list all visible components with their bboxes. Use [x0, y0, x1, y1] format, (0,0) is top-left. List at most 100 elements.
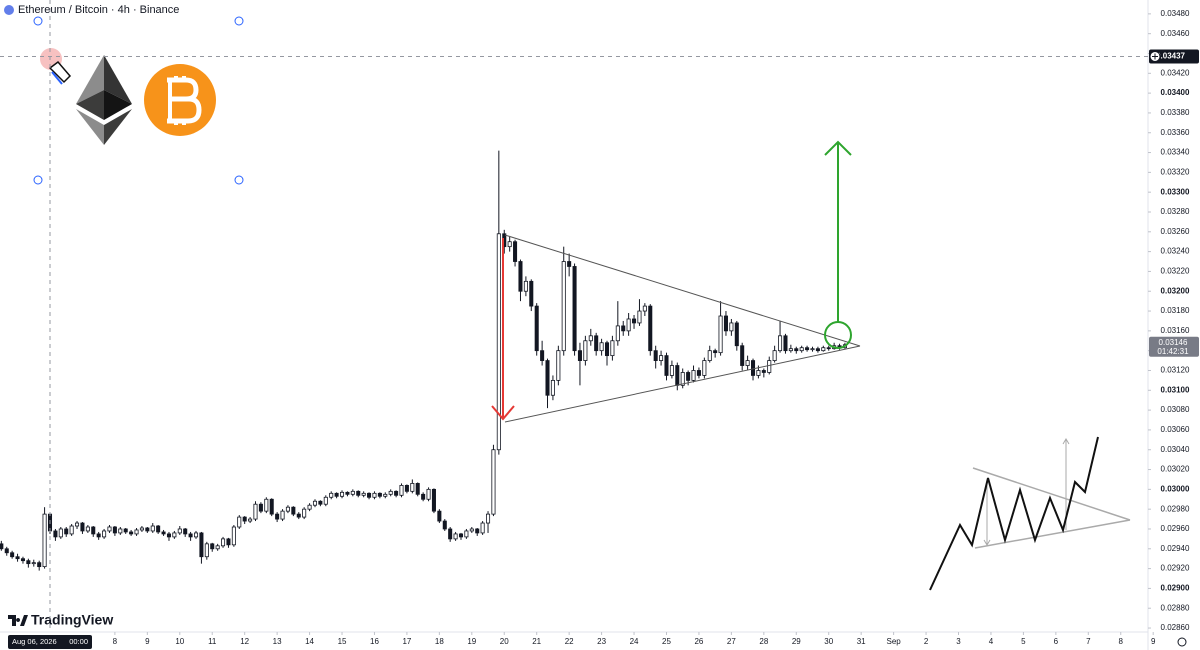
y-tick-label: 0.03480	[1161, 9, 1190, 18]
x-tick-label: 22	[565, 637, 574, 646]
candle-body	[734, 322, 739, 347]
candle-body	[513, 241, 518, 262]
candle-body	[751, 360, 756, 376]
candle-body	[421, 493, 426, 500]
brand-name: TradingView	[31, 612, 113, 628]
y-tick-label: 0.03220	[1161, 267, 1190, 276]
candle-body	[161, 531, 166, 535]
candle-body	[572, 266, 577, 352]
plot-area	[0, 150, 847, 571]
candle-body	[453, 533, 458, 540]
candle-body	[729, 322, 734, 332]
candle-body	[64, 528, 69, 535]
candle-body	[448, 528, 453, 540]
candle-body	[761, 370, 766, 373]
x-tick-label: 23	[597, 637, 606, 646]
x-tick-label: 16	[370, 637, 379, 646]
x-tick-label: 31	[857, 637, 866, 646]
y-tick-label: 0.03380	[1161, 108, 1190, 117]
triangle-lower	[504, 345, 861, 423]
selection-handles	[33, 16, 244, 185]
y-tick-label: 0.03060	[1161, 425, 1190, 434]
candle-body	[783, 335, 788, 352]
candle-body	[778, 335, 783, 352]
crosshair-date-box	[8, 635, 93, 649]
candle-body	[691, 370, 696, 381]
x-tick-label: 6	[1054, 637, 1059, 646]
candle-body	[264, 498, 269, 512]
candle-body	[794, 348, 799, 352]
candle-body	[496, 233, 501, 451]
candle-body	[356, 490, 361, 496]
x-tick-label: 7	[1086, 637, 1091, 646]
candle-body	[610, 340, 615, 357]
candle-body	[464, 530, 469, 538]
symbol-icon	[4, 5, 14, 15]
candle-body	[329, 492, 334, 498]
candle-body	[26, 560, 31, 565]
crosshair-price-label: 0.03437	[1156, 52, 1185, 61]
brand-logo	[8, 615, 28, 626]
crosshair-time-label: 00:00	[69, 637, 88, 646]
eth-logo	[76, 55, 132, 145]
candle-body	[248, 518, 253, 522]
candle-body	[599, 342, 604, 352]
candle-body	[577, 350, 582, 361]
candle-body	[269, 498, 274, 515]
candle-body	[550, 379, 555, 396]
candle-body	[426, 488, 431, 500]
candle-body	[80, 522, 85, 532]
candle-body	[156, 525, 161, 533]
candle-body	[339, 491, 345, 497]
candle-body	[648, 305, 653, 352]
candle-body	[377, 492, 382, 497]
candle-body	[767, 360, 772, 373]
candle-body	[96, 533, 101, 538]
candle-body	[129, 531, 134, 535]
chart-title: Ethereum / Bitcoin · 4h · Binance	[18, 4, 179, 16]
y-tick-label: 0.03260	[1161, 227, 1190, 236]
y-tick-label: 0.03420	[1161, 68, 1190, 77]
x-tick-label: 13	[273, 637, 282, 646]
triangle-upper	[504, 234, 861, 347]
candle-body	[345, 491, 350, 495]
y-tick-label: 0.03180	[1161, 306, 1190, 315]
drawings	[33, 16, 1131, 591]
y-tick-label: 0.03040	[1161, 445, 1190, 454]
x-tick-label: 11	[208, 637, 217, 646]
x-tick-label: 2	[924, 637, 929, 646]
candle-body	[561, 261, 566, 352]
candle-body	[193, 532, 199, 538]
candle-body	[826, 347, 831, 350]
y-tick-label: 0.03100	[1161, 385, 1190, 394]
candle-body	[604, 342, 610, 357]
candle-body	[756, 370, 761, 376]
btc-logo	[144, 64, 216, 136]
candle-body	[642, 305, 647, 312]
y-tick-label: 0.02980	[1161, 504, 1190, 513]
y-tick-label: 0.03000	[1161, 484, 1190, 493]
x-tick-label: 12	[240, 637, 249, 646]
last-price-box	[1149, 336, 1199, 357]
overlay: Ethereum / Bitcoin · 4h · Binance Tradin…	[4, 4, 179, 628]
x-tick-label: 24	[630, 637, 639, 646]
candle-body	[659, 355, 664, 361]
x-tick-label: 8	[113, 637, 118, 646]
y-tick-label: 0.03240	[1161, 247, 1190, 256]
candle-body	[821, 347, 826, 352]
settings-button[interactable]	[1177, 637, 1187, 647]
candle-body	[102, 530, 107, 538]
candle-body	[475, 528, 480, 534]
candle-body	[686, 372, 691, 381]
y-tick-label: 0.03360	[1161, 128, 1190, 137]
candle-body	[258, 503, 263, 512]
candle-body	[518, 261, 523, 292]
candle-body	[4, 548, 9, 554]
candle-body	[42, 513, 47, 568]
candle-body	[123, 528, 128, 533]
candle-body	[226, 538, 231, 546]
candle-body	[805, 347, 810, 351]
candle-body	[394, 490, 399, 496]
candle-body	[415, 483, 420, 495]
